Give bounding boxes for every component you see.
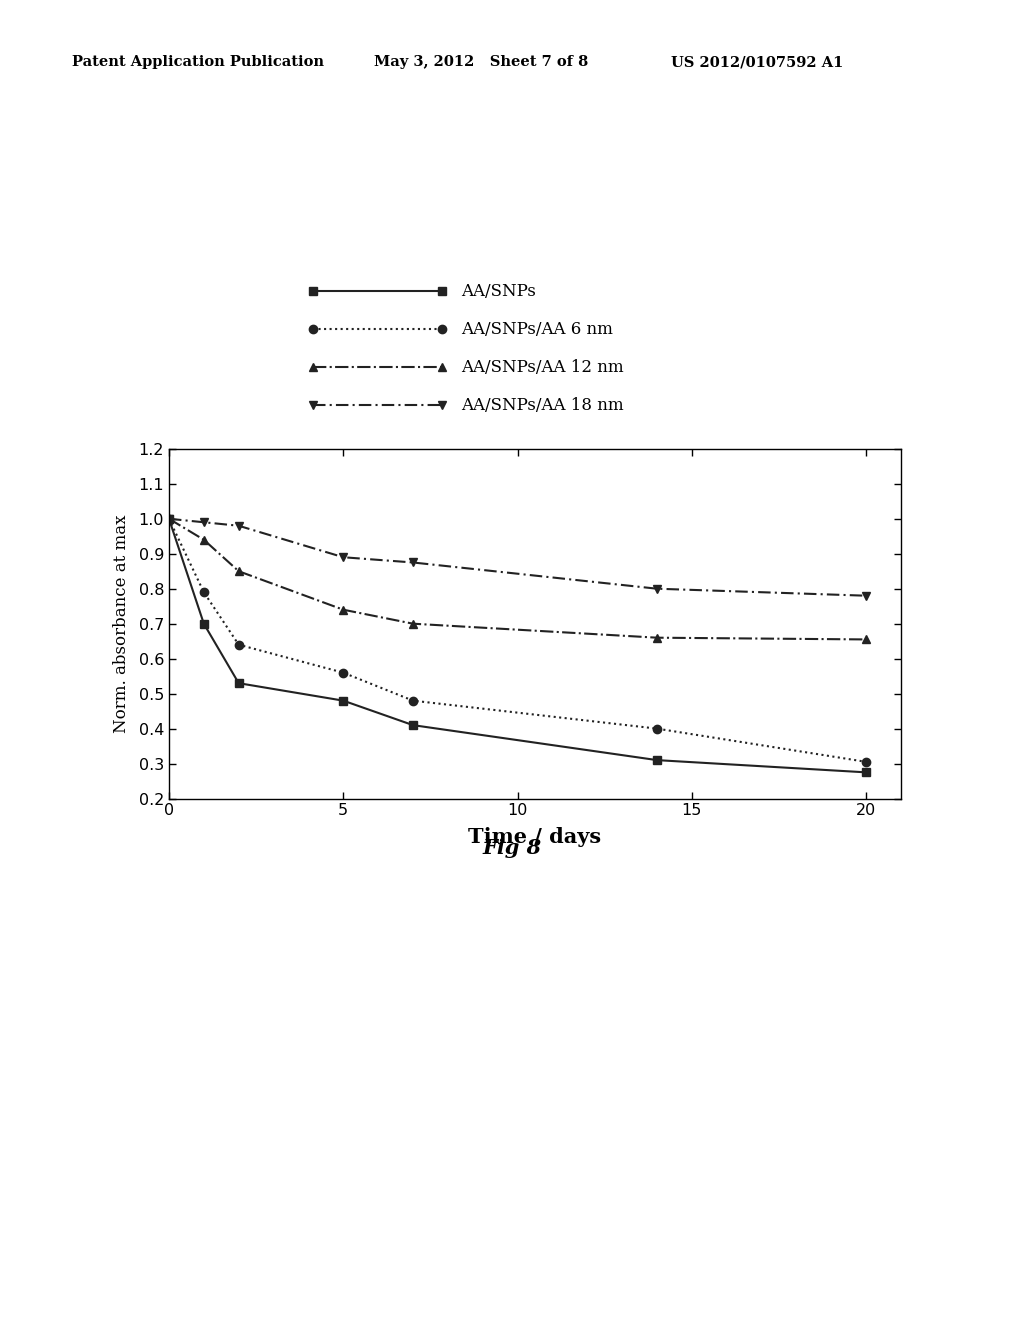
- Text: AA/SNPs: AA/SNPs: [461, 282, 536, 300]
- Y-axis label: Norm. absorbance at max: Norm. absorbance at max: [113, 515, 130, 733]
- Text: Fig 8: Fig 8: [482, 838, 542, 858]
- Text: AA/SNPs/AA 18 nm: AA/SNPs/AA 18 nm: [461, 397, 624, 413]
- Text: Patent Application Publication: Patent Application Publication: [72, 55, 324, 70]
- Text: AA/SNPs/AA 6 nm: AA/SNPs/AA 6 nm: [461, 321, 612, 338]
- Text: May 3, 2012   Sheet 7 of 8: May 3, 2012 Sheet 7 of 8: [374, 55, 588, 70]
- X-axis label: Time / days: Time / days: [468, 826, 602, 847]
- Text: US 2012/0107592 A1: US 2012/0107592 A1: [671, 55, 843, 70]
- Text: AA/SNPs/AA 12 nm: AA/SNPs/AA 12 nm: [461, 359, 624, 376]
